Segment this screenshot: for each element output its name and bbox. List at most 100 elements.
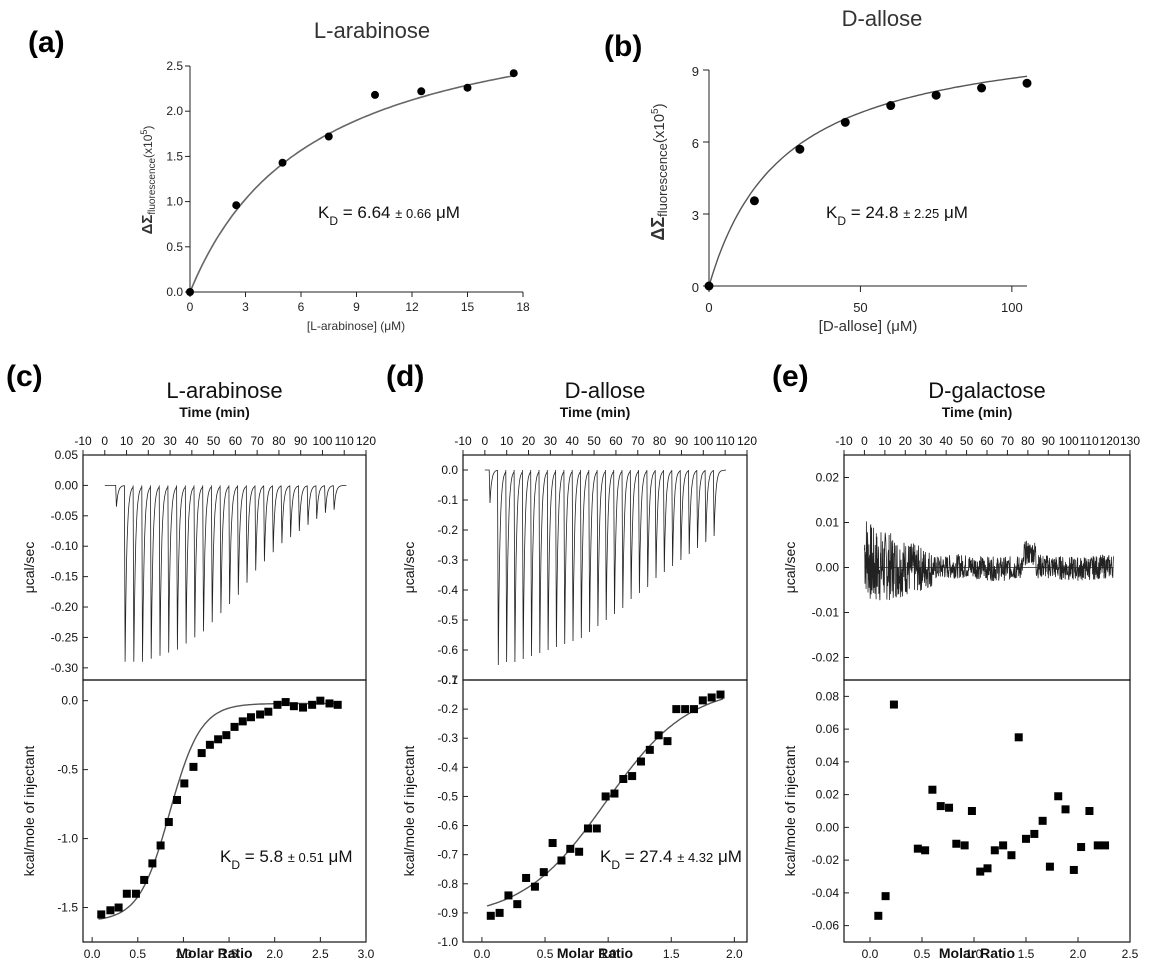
- panel-d-data-point: [610, 789, 619, 798]
- panel-c-data-point: [140, 875, 149, 884]
- panel-a-xtick-label: 18: [516, 300, 530, 314]
- panel-c-time-tick-label: 110: [335, 434, 354, 448]
- panel-a-label: (a): [28, 26, 65, 59]
- panel-b-kd-label: KD = 24.8 ± 2.25 μM: [826, 203, 968, 228]
- panel-e-time-tick-label: 120: [1100, 434, 1120, 448]
- panel-d-bottom-ytick-label: -0.7: [437, 848, 458, 862]
- panel-c-bottom-ytick-label: -1.0: [57, 832, 78, 846]
- panel-e-bottom-frame: [843, 679, 1131, 943]
- panel-d-bottom-ytick-label: -1.0: [437, 935, 458, 949]
- panel-d-title: D-allose: [565, 378, 646, 403]
- panel-d-bottom-ytick-label: -0.6: [437, 819, 458, 833]
- panel-d-bottom-ytick-label: -0.5: [437, 789, 458, 803]
- panel-d-time-tick-label: 40: [566, 434, 580, 448]
- panel-c-data-point: [205, 740, 214, 749]
- panel-e-bottom-ytick-label: -0.06: [812, 919, 840, 933]
- panel-c-time-tick-label: 30: [163, 434, 177, 448]
- panel-d-time-tick-label: 50: [587, 434, 601, 448]
- panel-d-bottom-ylabel: kcal/mole of injectant: [401, 746, 417, 877]
- panel-a-xtick-label: 9: [353, 300, 360, 314]
- panel-c-top-ytick-label: 0.00: [55, 478, 79, 492]
- panel-e-time-tick-label: 50: [960, 434, 974, 448]
- panel-d-label: (d): [386, 360, 424, 393]
- panel-b-title: D-allose: [842, 6, 923, 31]
- panel-e-ratio-tick-label: 1.5: [1018, 947, 1035, 961]
- panel-a-data-point: [417, 87, 426, 96]
- panel-d-time-tick-label: 60: [609, 434, 623, 448]
- panel-e-bottom-ylabel: kcal/mole of injectant: [782, 746, 798, 877]
- panel-c-time-tick-label: 60: [229, 434, 243, 448]
- panel-c-bottom-frame: [82, 679, 367, 943]
- panel-d-data-point: [645, 745, 654, 754]
- panel-d-thermogram: [484, 469, 727, 666]
- panel-c-time-tick-label: 50: [207, 434, 221, 448]
- panel-d-data-point: [539, 868, 548, 877]
- panel-d-ratio-tick-label: 1.5: [663, 947, 680, 961]
- panel-e-top-ytick-label: 0.02: [816, 471, 840, 485]
- panel-c-data-point: [246, 713, 255, 722]
- panel-c-data-point: [264, 707, 273, 716]
- panel-b-ytick-label: 9: [692, 64, 699, 79]
- panel-e-label: (e): [772, 360, 809, 393]
- panel-e-ratio-tick-label: 0.0: [862, 947, 879, 961]
- panel-a: 0 3 6 9 12 15 18 0.0 0.5 1.0 1.5 2.0 2.5 (a) L-arabino…: [28, 18, 530, 333]
- panel-a-data-point: [186, 288, 194, 296]
- panel-d-time-tick-label: 90: [675, 434, 689, 448]
- panel-e-data-point: [967, 807, 976, 815]
- panel-a-ytick-label: 2.5: [166, 59, 183, 73]
- panel-a-data-point: [371, 90, 379, 99]
- panel-e-time-tick-label: 100: [1059, 434, 1079, 448]
- panel-a-ytick-label: 0.0: [166, 285, 183, 299]
- panel-e-data-point: [976, 867, 985, 876]
- panel-b-xtick-label: 100: [1001, 300, 1023, 315]
- panel-e-data-point: [1007, 851, 1016, 860]
- panel-c-time-tick-label: 20: [142, 434, 156, 448]
- panel-d-data-point: [513, 900, 522, 909]
- panel-d-bottom-ytick-label: -0.1: [437, 673, 458, 687]
- panel-e-data-point: [1061, 805, 1070, 814]
- panel-e-ratio-tick-label: 2.0: [1070, 947, 1087, 961]
- panel-c-data-point: [333, 700, 342, 709]
- panel-c-title: L-arabinose: [166, 378, 282, 403]
- panel-c-data-point: [131, 889, 140, 898]
- panel-a-xtick-label: 0: [187, 300, 194, 314]
- panel-e-data-point: [936, 802, 945, 811]
- panel-e-top-ytick-label: 0.00: [816, 561, 840, 575]
- panel-d-time-tick-label: 100: [693, 434, 713, 448]
- panel-b-ylabel: ΔΣfluorescence(x105): [648, 103, 670, 240]
- panel-d-data-point: [689, 705, 698, 714]
- panel-d-data-point: [504, 891, 513, 900]
- panel-d-time-tick-label: 10: [500, 434, 514, 448]
- panel-d-top-ytick-label: -0.7: [437, 673, 458, 687]
- panel-c-ratio-tick-label: 2.5: [312, 947, 329, 961]
- panel-e-ratio-label: Molar Ratio: [939, 945, 1015, 961]
- panel-d-data-point: [530, 882, 539, 891]
- panel-e-top-ytick-label: 0.01: [816, 516, 840, 530]
- panel-e-data-point: [945, 803, 954, 812]
- panel-e-data-point: [1038, 816, 1047, 825]
- panel-a-xtick-label: 6: [298, 300, 305, 314]
- panel-c-data-point: [325, 699, 334, 708]
- panel-d-bottom-frame: [462, 679, 748, 943]
- panel-c-top-ytick-label: -0.10: [51, 539, 79, 553]
- panel-e-data-point: [881, 892, 890, 901]
- panel-d-data-point: [495, 908, 504, 917]
- panel-d-time-tick-label: -10: [454, 434, 472, 448]
- panel-d-data-point: [663, 737, 672, 746]
- panel-b-xtick-label: 0: [705, 300, 712, 315]
- panel-c-time-tick-label: 0: [101, 434, 108, 448]
- panel-c-bottom-ytick-label: -1.5: [57, 901, 78, 915]
- panel-c-top-ytick-label: -0.30: [51, 661, 79, 675]
- panel-e-top-ylabel: μcal/sec: [782, 542, 798, 594]
- panel-b-data-point: [840, 117, 850, 127]
- panel-d-top-ytick-label: -0.5: [437, 613, 458, 627]
- panel-e-time-tick-label: 90: [1042, 434, 1056, 448]
- panel-e-data-point: [1101, 841, 1110, 850]
- panel-d-time-tick-label: 20: [522, 434, 536, 448]
- panel-c-data-point: [97, 910, 106, 919]
- panel-e-time-tick-label: 0: [861, 434, 868, 448]
